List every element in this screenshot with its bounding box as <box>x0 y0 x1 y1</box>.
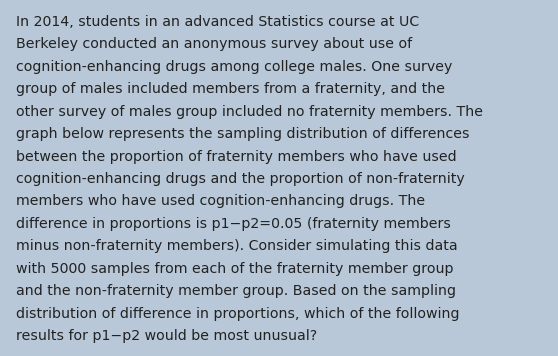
Text: group of males included members from a fraternity, and the: group of males included members from a f… <box>16 82 445 96</box>
Text: and the non-fraternity member group. Based on the sampling: and the non-fraternity member group. Bas… <box>16 284 456 298</box>
Text: results for p1−p2 would be most unusual?: results for p1−p2 would be most unusual? <box>16 329 317 343</box>
Text: members who have used cognition-enhancing drugs. The: members who have used cognition-enhancin… <box>16 194 425 208</box>
Text: minus non-fraternity members). Consider simulating this data: minus non-fraternity members). Consider … <box>16 239 457 253</box>
Text: graph below represents the sampling distribution of differences: graph below represents the sampling dist… <box>16 127 469 141</box>
Text: In 2014, students in an advanced Statistics course at UC: In 2014, students in an advanced Statist… <box>16 15 419 29</box>
Text: with 5000 samples from each of the fraternity member group: with 5000 samples from each of the frate… <box>16 262 453 276</box>
Text: difference in proportions is p1−p2=0.05 (fraternity members: difference in proportions is p1−p2=0.05 … <box>16 217 450 231</box>
Text: cognition-enhancing drugs and the proportion of non-fraternity: cognition-enhancing drugs and the propor… <box>16 172 464 186</box>
Text: cognition-enhancing drugs among college males. One survey: cognition-enhancing drugs among college … <box>16 60 452 74</box>
Text: between the proportion of fraternity members who have used: between the proportion of fraternity mem… <box>16 150 456 163</box>
Text: distribution of difference in proportions, which of the following: distribution of difference in proportion… <box>16 307 459 320</box>
Text: other survey of males group included no fraternity members. The: other survey of males group included no … <box>16 105 483 119</box>
Text: Berkeley conducted an anonymous survey about use of: Berkeley conducted an anonymous survey a… <box>16 37 412 51</box>
